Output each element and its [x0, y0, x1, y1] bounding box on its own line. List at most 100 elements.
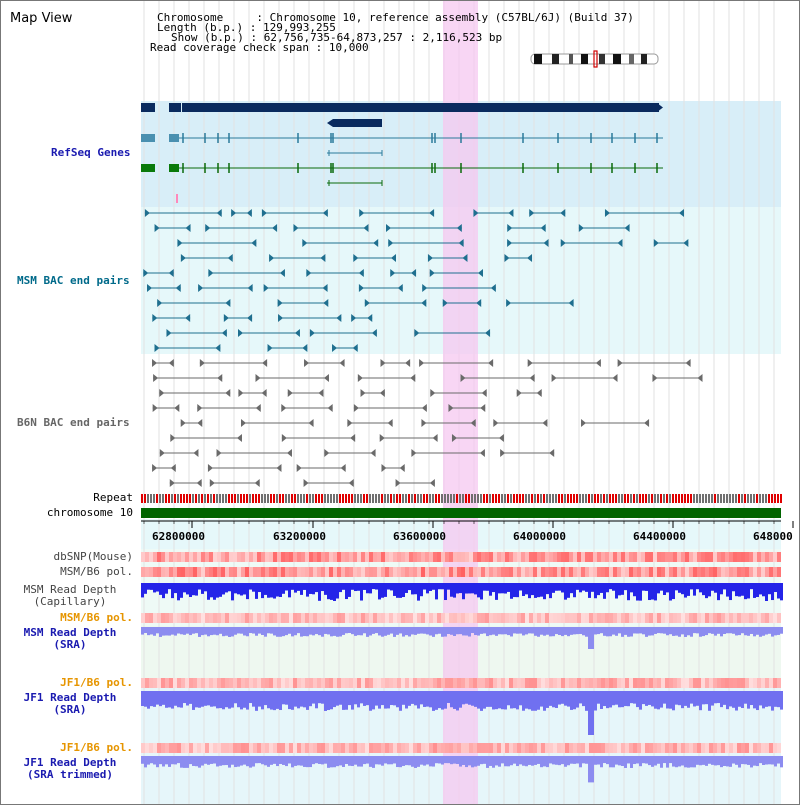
track-label-jf1-depth-sra[interactable]: JF1 Read Depth (SRA) — [23, 691, 117, 716]
heat-cell — [245, 567, 249, 577]
depth-bar — [282, 756, 285, 765]
bac-end-mark — [595, 359, 601, 367]
track-label-b6n-bac[interactable]: B6N BAC end pairs — [17, 416, 130, 429]
track-label-msm-b6-pol-2[interactable]: MSM/B6 pol. — [60, 611, 133, 624]
bac-end-mark — [322, 209, 328, 217]
track-label-msm-depth-sra[interactable]: MSM Read Depth (SRA) — [23, 626, 117, 651]
depth-bar — [420, 627, 423, 634]
depth-bar — [777, 583, 780, 599]
bac-end-mark — [488, 359, 494, 367]
heat-cell — [349, 552, 353, 562]
repeat-mark — [498, 494, 500, 503]
depth-bar — [771, 691, 774, 711]
heat-cell — [673, 743, 677, 753]
heat-cell — [213, 743, 217, 753]
heat-cell — [333, 613, 337, 623]
depth-bar — [594, 691, 597, 711]
depth-bar — [339, 756, 342, 766]
repeat-mark — [177, 494, 179, 503]
track-label-dbsnp[interactable]: dbSNP(Mouse) — [53, 550, 133, 563]
track-label-jf1-b6-pol-2[interactable]: JF1/B6 pol. — [60, 741, 133, 754]
heat-cell — [453, 678, 457, 688]
heat-cell — [469, 567, 473, 577]
depth-bar — [534, 627, 537, 636]
repeat-mark — [570, 494, 572, 503]
heat-cell — [373, 567, 377, 577]
heat-cell — [417, 678, 421, 688]
heat-cell — [285, 613, 289, 623]
heat-cell — [509, 552, 513, 562]
depth-bar — [555, 691, 558, 708]
depth-bar — [537, 691, 540, 710]
heat-cell — [253, 613, 257, 623]
heat-cell — [361, 613, 365, 623]
depth-bar — [261, 627, 264, 635]
depth-bar — [519, 627, 522, 634]
repeat-mark — [264, 494, 266, 503]
repeat-mark — [726, 494, 728, 503]
bac-end-mark — [221, 329, 227, 337]
repeat-mark — [753, 494, 755, 503]
track-label-jf1-b6-pol[interactable]: JF1/B6 pol. — [60, 676, 133, 689]
heat-cell — [625, 613, 629, 623]
depth-bar — [393, 583, 396, 596]
heat-cell — [237, 743, 241, 753]
depth-bar — [615, 756, 618, 765]
bac-end-mark — [261, 209, 267, 217]
depth-bar — [168, 691, 171, 708]
heat-cell — [701, 552, 705, 562]
track-label-msm-bac[interactable]: MSM BAC end pairs — [17, 274, 130, 287]
bac-end-mark — [364, 299, 370, 307]
heat-cell — [461, 567, 465, 577]
track-label-chromosome[interactable]: chromosome 10 — [46, 506, 133, 519]
depth-bar — [600, 756, 603, 768]
repeat-mark — [765, 494, 767, 503]
track-label-refseq[interactable]: RefSeq Genes — [51, 146, 131, 159]
heat-cell — [453, 552, 457, 562]
depth-bar — [240, 583, 243, 596]
depth-bar — [756, 583, 759, 598]
heat-cell — [769, 743, 773, 753]
depth-bar — [702, 627, 705, 637]
repeat-mark — [606, 494, 608, 503]
depth-bar — [153, 691, 156, 707]
track-label-msm-depth-capillary[interactable]: MSM Read Depth (Capillary) — [23, 583, 117, 608]
depth-bar — [261, 756, 264, 765]
depth-bar — [486, 627, 489, 637]
depth-bar — [558, 583, 561, 591]
depth-bar — [627, 627, 630, 637]
depth-bar — [402, 627, 405, 637]
heat-cell — [585, 552, 589, 562]
track-label-repeat[interactable]: Repeat — [93, 491, 133, 504]
bac-end-mark — [529, 209, 535, 217]
heat-cell — [229, 678, 233, 688]
tick-label: 64400000 — [633, 530, 686, 543]
heat-cell — [605, 613, 609, 623]
heat-cell — [329, 552, 333, 562]
bac-end-mark — [193, 449, 199, 457]
repeat-mark — [672, 494, 674, 503]
repeat-mark — [627, 494, 629, 503]
repeat-mark — [306, 494, 308, 503]
depth-bar — [708, 691, 711, 711]
heat-cell — [321, 613, 325, 623]
heat-cell — [465, 678, 469, 688]
depth-bar — [483, 691, 486, 709]
span-info: Read coverage check span : 10,000 — [150, 41, 369, 54]
track-label-jf1-depth-trimmed[interactable]: JF1 Read Depth (SRA trimmed) — [23, 756, 117, 781]
depth-bar — [312, 583, 315, 595]
depth-bar — [768, 583, 771, 595]
track-label-msm-b6-pol[interactable]: MSM/B6 pol. — [60, 565, 133, 578]
depth-bar — [537, 627, 540, 637]
depth-bar — [714, 756, 717, 766]
heat-cell — [365, 567, 369, 577]
depth-bar — [405, 756, 408, 766]
repeat-mark — [720, 494, 722, 503]
repeat-mark — [240, 494, 242, 503]
heat-cell — [769, 678, 773, 688]
depth-bar — [285, 756, 288, 767]
bac-end-mark — [166, 329, 172, 337]
depth-bar — [273, 583, 276, 599]
bac-end-mark — [205, 224, 211, 232]
